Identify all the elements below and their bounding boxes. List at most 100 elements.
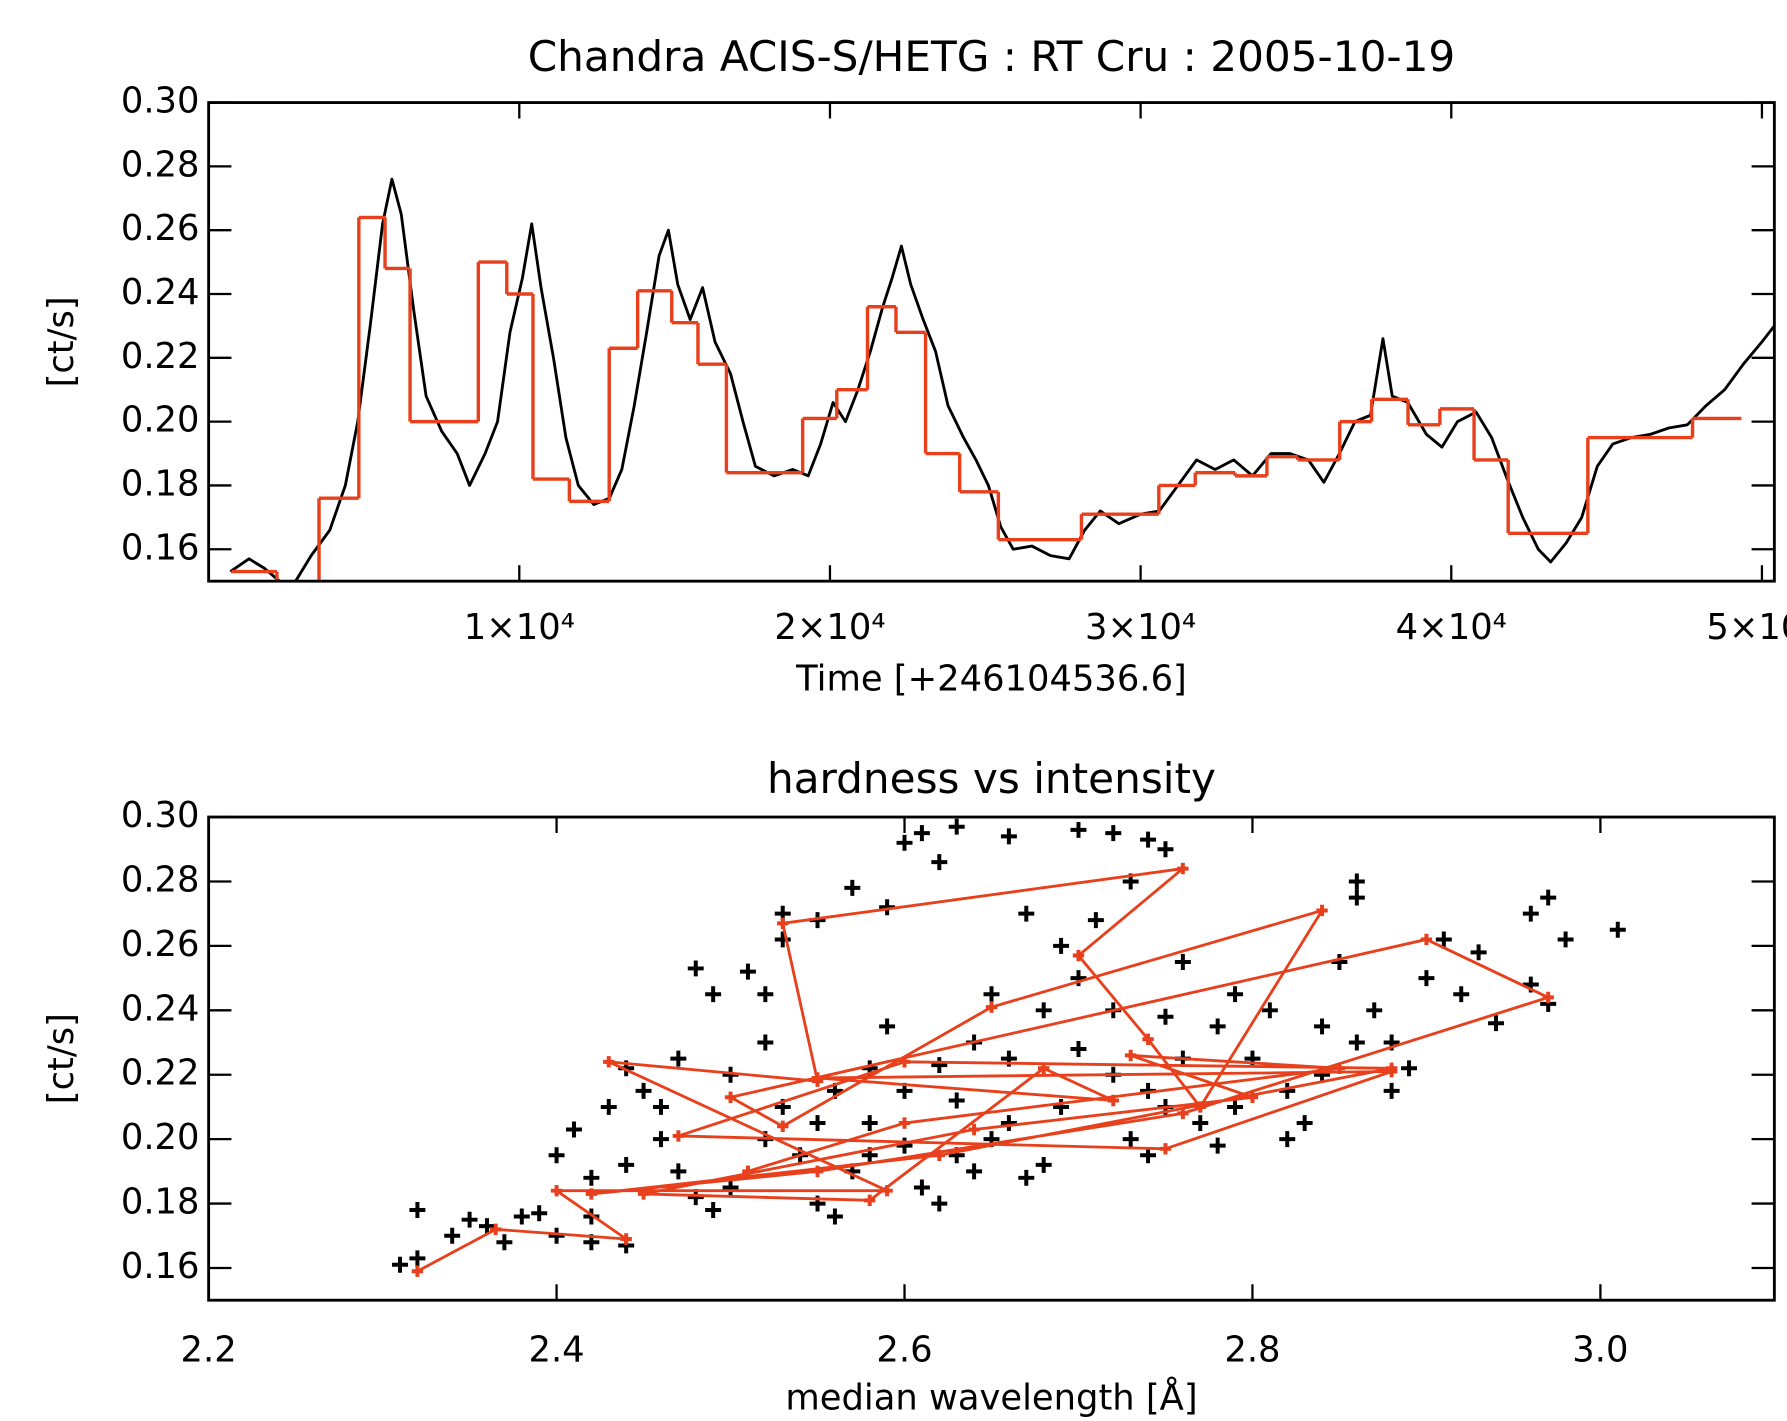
plus-marker bbox=[672, 1130, 685, 1142]
plus-marker bbox=[652, 1131, 669, 1148]
x-tick-label: 3.0 bbox=[1572, 1329, 1628, 1370]
plus-marker bbox=[670, 1050, 687, 1067]
plus-marker bbox=[1522, 905, 1539, 922]
plus-marker bbox=[1418, 970, 1435, 987]
plus-marker bbox=[444, 1227, 461, 1244]
plus-marker bbox=[1035, 1002, 1052, 1019]
plus-marker bbox=[1157, 1008, 1174, 1025]
plus-marker bbox=[620, 1233, 632, 1245]
plus-marker bbox=[1453, 986, 1470, 1003]
plus-marker bbox=[948, 818, 965, 835]
plus-marker bbox=[670, 1163, 687, 1180]
plus-marker bbox=[774, 931, 791, 948]
plus-marker bbox=[548, 1227, 565, 1244]
plus-marker bbox=[985, 1001, 998, 1013]
y-tick-label: 0.18 bbox=[121, 1182, 200, 1223]
plus-marker bbox=[1177, 1107, 1189, 1120]
x-tick-label: 5×10⁴ bbox=[1706, 607, 1787, 648]
y-tick-label: 0.24 bbox=[121, 272, 200, 313]
plus-marker bbox=[461, 1211, 478, 1228]
plus-marker bbox=[1246, 1091, 1259, 1103]
plus-marker bbox=[1194, 1101, 1206, 1113]
plus-marker bbox=[409, 1250, 426, 1267]
plus-marker bbox=[1279, 1082, 1296, 1099]
plus-marker bbox=[1087, 912, 1104, 929]
y-tick-label: 0.30 bbox=[121, 795, 200, 836]
plus-marker bbox=[496, 1234, 513, 1251]
plus-marker bbox=[1435, 931, 1452, 948]
x-tick-label: 2.8 bbox=[1224, 1329, 1280, 1370]
plot-frame bbox=[207, 815, 1776, 1302]
plus-marker bbox=[1174, 954, 1191, 970]
plus-marker bbox=[1609, 921, 1626, 938]
plus-marker bbox=[550, 1184, 563, 1197]
y-tick-label: 0.28 bbox=[121, 859, 200, 900]
x-tick-label: 1×10⁴ bbox=[464, 607, 575, 648]
y-tick-label: 0.22 bbox=[121, 1053, 200, 1094]
plus-marker bbox=[913, 825, 930, 842]
plus-marker bbox=[809, 1115, 826, 1132]
plus-marker bbox=[811, 1165, 824, 1178]
plus-marker bbox=[983, 986, 1000, 1003]
y-axis-label: [ct/s] bbox=[41, 296, 82, 387]
plus-marker bbox=[1124, 1049, 1137, 1062]
plus-marker bbox=[652, 1098, 669, 1115]
plus-marker bbox=[392, 1256, 408, 1273]
plus-marker bbox=[1070, 1040, 1087, 1057]
plus-marker bbox=[705, 1202, 722, 1218]
plus-marker bbox=[1470, 944, 1487, 961]
plus-marker bbox=[1157, 841, 1174, 858]
plus-marker bbox=[583, 1169, 600, 1186]
plus-marker bbox=[931, 854, 948, 871]
plus-marker bbox=[1314, 1018, 1331, 1035]
plus-marker bbox=[635, 1082, 652, 1099]
plus-marker bbox=[1053, 937, 1070, 954]
x-tick-label: 2.4 bbox=[528, 1329, 584, 1370]
plus-marker bbox=[879, 1018, 896, 1035]
plus-marker bbox=[1037, 1062, 1050, 1074]
plus-marker bbox=[1401, 1060, 1418, 1077]
plus-marker bbox=[1385, 1065, 1398, 1078]
plus-marker bbox=[948, 1092, 965, 1109]
plus-marker bbox=[1209, 1137, 1226, 1154]
plot-frame bbox=[207, 101, 1776, 583]
plus-marker bbox=[479, 1218, 495, 1235]
plus-marker bbox=[739, 963, 756, 980]
plus-marker bbox=[1540, 889, 1557, 906]
plus-marker bbox=[531, 1205, 548, 1222]
x-axis-label: median wavelength [Å] bbox=[785, 1375, 1197, 1418]
plus-marker bbox=[898, 1117, 911, 1129]
plus-marker bbox=[1105, 825, 1122, 842]
y-tick-label: 0.26 bbox=[121, 208, 200, 249]
plus-marker bbox=[1107, 1094, 1119, 1107]
plus-marker bbox=[896, 1137, 913, 1154]
plus-marker bbox=[913, 1179, 930, 1196]
x-axis-label: Time [+246104536.6] bbox=[795, 658, 1187, 699]
plus-marker bbox=[489, 1223, 502, 1236]
plus-marker bbox=[1140, 831, 1157, 848]
chart-title: Chandra ACIS-S/HETG : RT Cru : 2005-10-1… bbox=[528, 32, 1456, 81]
plus-marker bbox=[933, 1149, 946, 1161]
plus-marker bbox=[1159, 1143, 1172, 1155]
plus-marker bbox=[1000, 828, 1017, 845]
plus-marker bbox=[1366, 1002, 1383, 1019]
plus-marker bbox=[1333, 1062, 1346, 1074]
plus-marker bbox=[722, 1179, 739, 1196]
y-tick-label: 0.20 bbox=[121, 400, 200, 441]
plus-marker bbox=[618, 1156, 635, 1173]
y-tick-label: 0.16 bbox=[121, 527, 200, 568]
plus-marker bbox=[687, 960, 704, 977]
plus-marker bbox=[898, 1056, 911, 1068]
y-tick-label: 0.16 bbox=[121, 1246, 200, 1287]
plus-marker bbox=[1227, 1098, 1244, 1115]
line bbox=[229, 177, 1775, 582]
plus-marker bbox=[1070, 970, 1087, 987]
plus-marker bbox=[896, 834, 913, 851]
plus-marker bbox=[1122, 1131, 1139, 1148]
y-tick-label: 0.22 bbox=[121, 336, 200, 377]
x-tick-label: 3×10⁴ bbox=[1085, 607, 1196, 648]
y-tick-label: 0.30 bbox=[121, 81, 200, 122]
